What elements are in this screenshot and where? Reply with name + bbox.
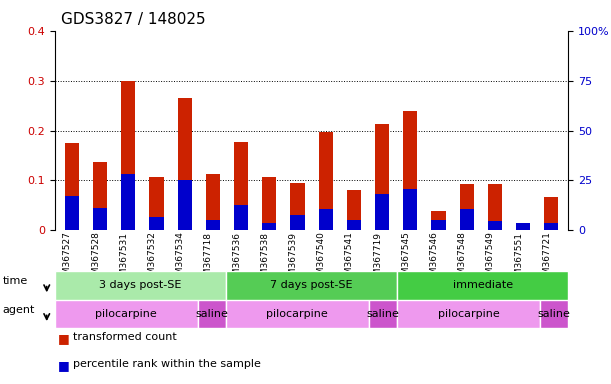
Bar — [319, 209, 333, 230]
Text: saline: saline — [196, 309, 229, 319]
Text: GSM367546: GSM367546 — [430, 232, 439, 286]
Bar — [226, 300, 368, 328]
Text: immediate: immediate — [453, 280, 513, 290]
Bar — [403, 111, 417, 230]
Text: percentile rank within the sample: percentile rank within the sample — [73, 359, 261, 369]
Bar — [93, 162, 107, 230]
Text: pilocarpine: pilocarpine — [437, 309, 499, 319]
Bar — [397, 300, 540, 328]
Bar — [65, 143, 79, 230]
Text: 3 days post-SE: 3 days post-SE — [100, 280, 181, 290]
Text: pilocarpine: pilocarpine — [266, 309, 328, 319]
Bar — [93, 208, 107, 230]
Text: GSM367539: GSM367539 — [288, 232, 298, 286]
Text: saline: saline — [367, 309, 400, 319]
Bar — [150, 177, 164, 230]
Bar — [347, 190, 361, 230]
Text: transformed count: transformed count — [73, 332, 177, 342]
Text: saline: saline — [538, 309, 571, 319]
Bar — [150, 217, 164, 230]
Bar — [55, 271, 226, 300]
Bar — [368, 300, 397, 328]
Text: GSM367718: GSM367718 — [204, 232, 213, 286]
Bar — [488, 222, 502, 230]
Text: GSM367538: GSM367538 — [260, 232, 269, 286]
Bar — [544, 223, 558, 230]
Text: GSM367532: GSM367532 — [147, 232, 156, 286]
Bar — [234, 142, 248, 230]
Bar — [431, 212, 445, 230]
Bar — [234, 205, 248, 230]
Bar — [403, 189, 417, 230]
Text: agent: agent — [2, 305, 35, 314]
Bar — [290, 183, 304, 230]
Bar — [262, 223, 276, 230]
Text: ■: ■ — [58, 332, 74, 345]
Text: GSM367548: GSM367548 — [458, 232, 467, 286]
Text: GSM367721: GSM367721 — [543, 232, 551, 286]
Bar — [197, 300, 226, 328]
Text: GSM367540: GSM367540 — [316, 232, 326, 286]
Bar — [290, 215, 304, 230]
Bar — [262, 177, 276, 230]
Text: time: time — [2, 276, 28, 286]
Bar — [375, 194, 389, 230]
Bar — [121, 81, 136, 230]
Bar — [319, 132, 333, 230]
Bar — [178, 98, 192, 230]
Bar — [544, 197, 558, 230]
Text: GSM367541: GSM367541 — [345, 232, 354, 286]
Bar — [206, 220, 220, 230]
Text: 7 days post-SE: 7 days post-SE — [270, 280, 353, 290]
Text: GSM367719: GSM367719 — [373, 232, 382, 286]
Bar — [540, 300, 568, 328]
Bar — [121, 174, 136, 230]
Text: GSM367545: GSM367545 — [401, 232, 411, 286]
Bar — [55, 300, 197, 328]
Text: GSM367536: GSM367536 — [232, 232, 241, 286]
Text: pilocarpine: pilocarpine — [95, 309, 157, 319]
Text: GSM367551: GSM367551 — [514, 232, 523, 286]
Text: GDS3827 / 148025: GDS3827 / 148025 — [61, 12, 206, 26]
Bar — [65, 197, 79, 230]
Bar — [226, 271, 397, 300]
Bar — [206, 174, 220, 230]
Bar — [178, 180, 192, 230]
Text: GSM367531: GSM367531 — [119, 232, 128, 286]
Bar — [459, 184, 474, 230]
Bar — [347, 220, 361, 230]
Bar — [431, 220, 445, 230]
Bar — [516, 223, 530, 230]
Bar — [459, 209, 474, 230]
Bar — [397, 271, 568, 300]
Text: GSM367549: GSM367549 — [486, 232, 495, 286]
Bar — [375, 124, 389, 230]
Bar — [488, 184, 502, 230]
Text: ■: ■ — [58, 359, 74, 372]
Text: GSM367527: GSM367527 — [63, 232, 72, 286]
Text: GSM367528: GSM367528 — [91, 232, 100, 286]
Text: GSM367534: GSM367534 — [176, 232, 185, 286]
